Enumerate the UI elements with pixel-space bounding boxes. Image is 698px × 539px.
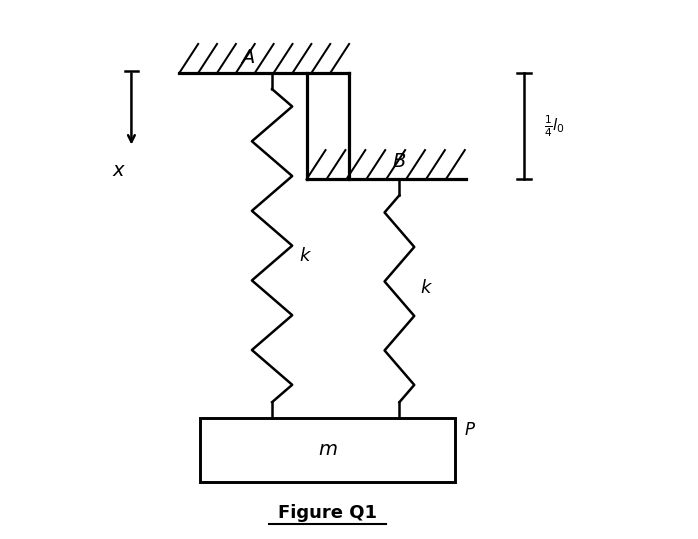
Text: A: A bbox=[242, 48, 255, 67]
Text: k: k bbox=[421, 279, 431, 297]
Text: x: x bbox=[112, 161, 124, 179]
Text: P: P bbox=[465, 421, 475, 439]
Text: k: k bbox=[299, 247, 310, 265]
Bar bbox=[200, 418, 455, 482]
Text: Figure Q1: Figure Q1 bbox=[279, 503, 378, 522]
Text: $\frac{1}{4}l_0$: $\frac{1}{4}l_0$ bbox=[544, 113, 565, 139]
Text: B: B bbox=[392, 153, 406, 171]
Text: m: m bbox=[318, 440, 337, 459]
